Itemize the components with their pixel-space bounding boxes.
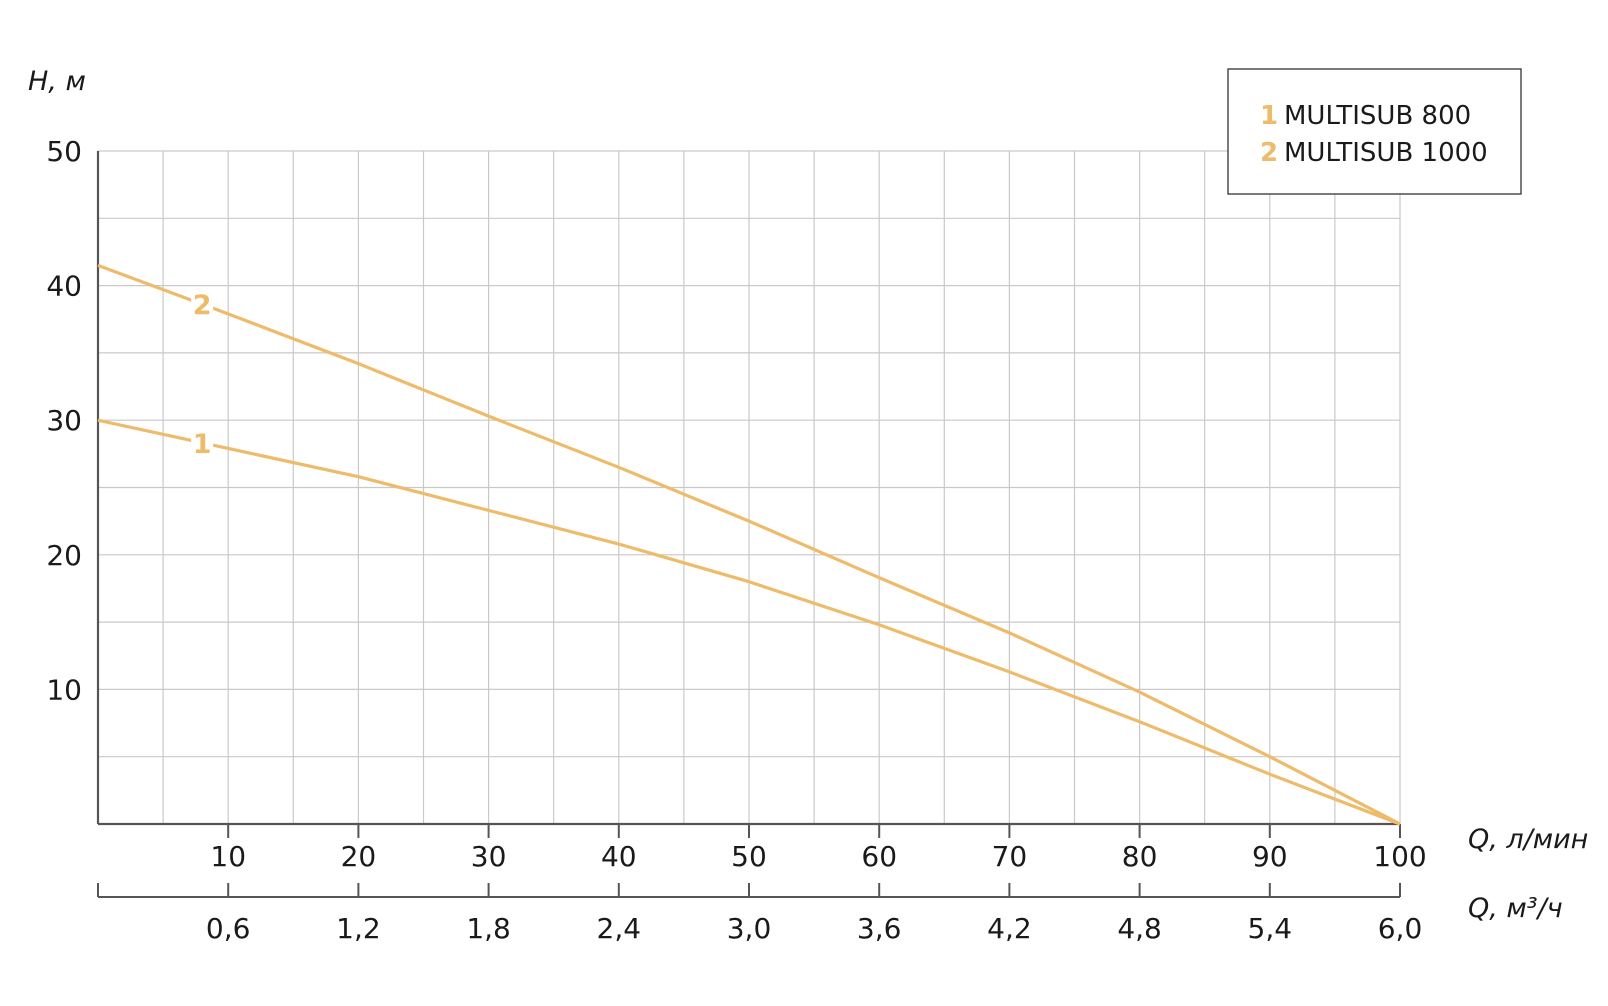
x2-tick-label: 3,0	[727, 912, 772, 945]
y-tick-label: 40	[46, 270, 82, 303]
legend-box	[1227, 68, 1522, 195]
curve-label-bg-1	[191, 426, 214, 459]
x2-tick-label: 1,8	[466, 912, 511, 945]
x2-tick-label: 1,2	[336, 912, 381, 945]
curve-label-1: 1	[193, 429, 212, 460]
y-tick-label: 50	[46, 135, 82, 168]
x2-tick-label: 0,6	[206, 912, 251, 945]
x-tick-label: 50	[731, 840, 767, 873]
y-tick-label: 10	[46, 673, 82, 706]
x-tick-label: 40	[601, 840, 637, 873]
x-tick-label: 60	[861, 840, 897, 873]
legend-label-multisub-1000: MULTISUB 1000	[1284, 138, 1488, 168]
legend-label-multisub-800: MULTISUB 800	[1284, 101, 1471, 131]
x-tick-label: 100	[1373, 840, 1426, 873]
series-lines: 12	[97, 263, 1401, 826]
x-tick-label: 70	[992, 840, 1028, 873]
x2-tick-label: 6,0	[1378, 912, 1423, 945]
curve-label-2: 2	[193, 290, 212, 321]
curve-line-1	[97, 418, 1401, 826]
axes	[96, 151, 1401, 898]
y-axis-title: H, м	[28, 66, 86, 97]
x2-tick-label: 5,4	[1248, 912, 1293, 945]
x2-tick-label: 2,4	[597, 912, 642, 945]
curve-line-2	[97, 263, 1401, 826]
legend-number-2: 2	[1260, 138, 1278, 168]
x-axis-title: Q, л/мин	[1468, 824, 1588, 855]
x2-tick-label: 4,2	[987, 912, 1032, 945]
x2-tick-label: 4,8	[1117, 912, 1162, 945]
x2-tick-label: 3,6	[857, 912, 902, 945]
legend: 1 MULTISUB 800 2 MULTISUB 1000	[1227, 68, 1522, 195]
x-tick-label: 90	[1252, 840, 1288, 873]
curve-label-bg-2	[191, 288, 214, 321]
x-tick-label: 80	[1122, 840, 1158, 873]
legend-number-1: 1	[1260, 101, 1278, 131]
y-tick-label: 30	[46, 404, 82, 437]
x-tick-label: 30	[471, 840, 507, 873]
tick-labels: 10 20 30 40 50 10 20 30 40 50 60 70 80 90 100 0,6 1,2 1,8…	[46, 135, 1426, 945]
x-tick-label: 20	[341, 840, 377, 873]
x-tick-label: 10	[210, 840, 246, 873]
y-tick-label: 20	[46, 539, 82, 572]
grid	[98, 150, 1401, 824]
x2-axis-title: Q, м³/ч	[1468, 893, 1563, 924]
